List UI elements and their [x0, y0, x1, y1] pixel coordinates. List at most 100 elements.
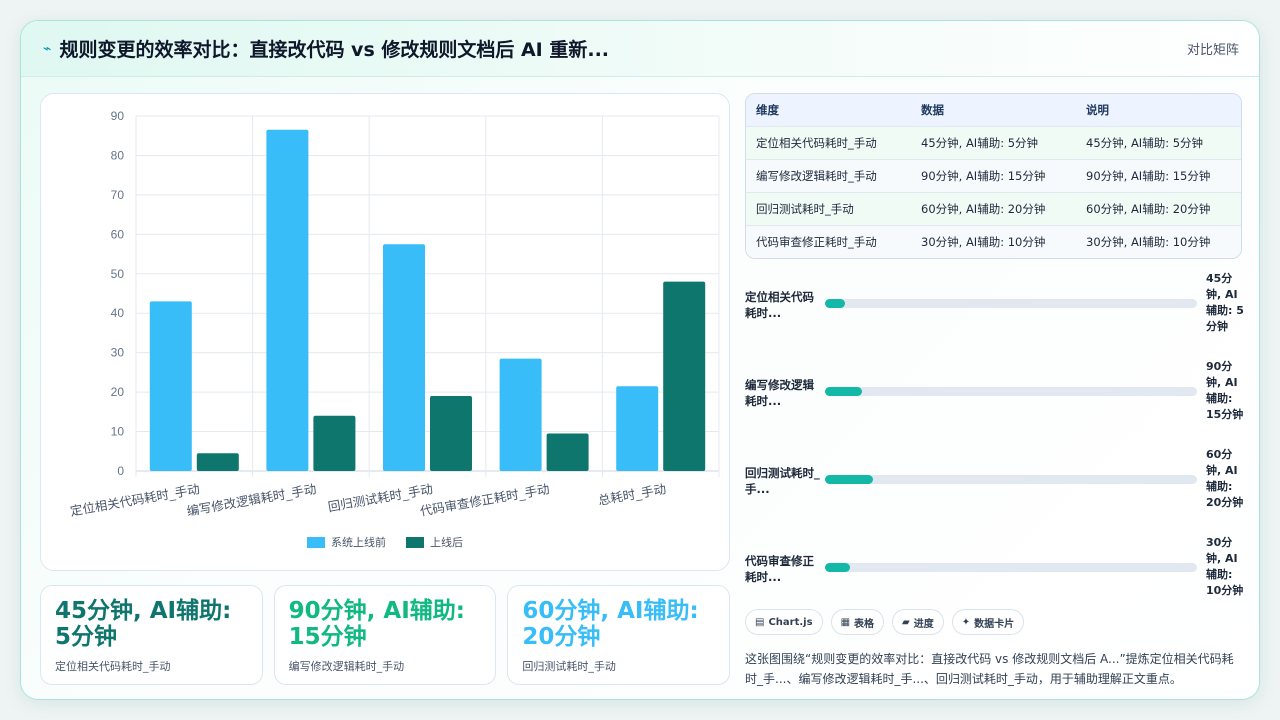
progress-label: 定位相关代码耗时...	[745, 290, 814, 320]
data-table: 维度 数据 说明 定位相关代码耗时_手动 45分钟, AI辅助: 5分钟 45分钟,…	[745, 93, 1242, 259]
stat-value: 45分钟, AI辅助: 5分钟	[55, 598, 232, 650]
content-area: 0 10 20 30 40 50 60 70 80 90 定位相关代码耗时_手动 编写修改逻辑耗时_手…	[21, 77, 1259, 699]
page-title: 规则变更的效率对比：直接改代码 vs 修改规则文档后 AI 重新...	[59, 39, 610, 61]
header: ⌁ 规则变更的效率对比：直接改代码 vs 修改规则文档后 AI 重新... 对比…	[21, 21, 1259, 77]
table-cell: 60分钟, AI辅助: 20分钟	[911, 191, 1076, 225]
legend-swatch	[307, 536, 325, 548]
chip-label: Chart.js	[768, 616, 813, 628]
bar	[616, 386, 659, 471]
chip-icon: ▰	[902, 616, 910, 628]
bar	[663, 281, 706, 471]
stat-card: 90分钟, AI辅助: 15分钟编写修改逻辑耗时_手动	[273, 585, 497, 685]
bar	[266, 129, 309, 472]
progress-track	[825, 387, 1197, 396]
y-tick-label: 0	[117, 464, 124, 478]
legend-label: 系统上线前	[331, 536, 386, 549]
progress-track	[825, 563, 1197, 572]
stat-value: 90分钟, AI辅助: 15分钟	[288, 598, 465, 650]
progress-fill	[825, 299, 846, 308]
legend-item[interactable]: 上线后	[406, 534, 463, 550]
chip-icon: ▤	[755, 616, 765, 628]
description-text: 这张图围绕“规则变更的效率对比：直接改代码 vs 修改规则文档后 A...”提炼…	[745, 652, 1234, 686]
chip-label: 进度	[913, 618, 934, 630]
bar	[430, 396, 472, 471]
stat-label: 编写修改逻辑耗时_手动	[288, 660, 405, 673]
x-tick-label: 定位相关代码耗时_手动	[69, 481, 201, 519]
progress-row: 回归测试耗时_手... 60分钟, AI辅助: 20分钟	[745, 448, 1243, 531]
stat-value: 60分钟, AI辅助: 20分钟	[522, 598, 699, 650]
x-tick-label: 代码审查修正耗时_手动	[419, 481, 551, 519]
table-cell: 30分钟, AI辅助: 10分钟	[1076, 224, 1241, 258]
chip-label: 表格	[854, 618, 875, 630]
progress-row: 定位相关代码耗时... 45分钟, AI辅助: 5分钟	[745, 272, 1244, 355]
table-header-cell: 维度	[746, 94, 911, 126]
bar-chart: 0 10 20 30 40 50 60 70 80 90 定位相关代码耗时_手动 编写修改逻辑耗时_手…	[40, 93, 730, 571]
progress-label: 代码审查修正耗时...	[745, 554, 814, 584]
stat-label: 回归测试耗时_手动	[522, 660, 616, 673]
stat-label: 定位相关代码耗时_手动	[55, 660, 171, 673]
bar	[383, 244, 425, 471]
chip-1[interactable]: ▦ 表格	[830, 609, 885, 635]
table-row: 定位相关代码耗时_手动 45分钟, AI辅助: 5分钟 45分钟, AI辅助: 5分…	[746, 125, 1241, 159]
chart-legend: 系统上线前 上线后	[41, 534, 729, 550]
progress-value: 60分钟, AI辅助: 20分钟	[1206, 448, 1244, 509]
progress-value: 30分钟, AI辅助: 10分钟	[1206, 536, 1244, 597]
table-cell: 45分钟, AI辅助: 5分钟	[911, 125, 1076, 159]
table-cell: 90分钟, AI辅助: 15分钟	[1076, 158, 1241, 192]
legend-item[interactable]: 系统上线前	[307, 534, 386, 550]
table-cell: 定位相关代码耗时_手动	[746, 125, 911, 159]
main-card: ⌁ 规则变更的效率对比：直接改代码 vs 修改规则文档后 AI 重新... 对比…	[20, 20, 1260, 700]
y-tick-label: 30	[111, 346, 125, 360]
progress-track	[825, 475, 1197, 484]
table-cell: 回归测试耗时_手动	[746, 191, 911, 225]
legend-label: 上线后	[430, 536, 463, 549]
progress-value: 45分钟, AI辅助: 5分钟	[1206, 272, 1244, 333]
y-tick-label: 60	[111, 227, 125, 241]
bar	[546, 433, 589, 471]
table-header-cell: 数据	[911, 94, 1076, 126]
lightning-icon: ⌁	[43, 40, 52, 57]
table-cell: 编写修改逻辑耗时_手动	[746, 158, 911, 192]
progress-label: 回归测试耗时_手...	[745, 466, 820, 496]
progress-fill	[825, 563, 850, 572]
chip-icon: ▦	[840, 616, 851, 628]
stat-card: 45分钟, AI辅助: 5分钟定位相关代码耗时_手动	[40, 585, 263, 685]
stat-card: 60分钟, AI辅助: 20分钟回归测试耗时_手动	[507, 585, 731, 685]
chip-label: 数据卡片	[974, 618, 1015, 630]
progress-track	[825, 299, 1197, 308]
x-tick-label: 总耗时_手动	[597, 481, 667, 508]
legend-swatch	[406, 536, 424, 548]
table-cell: 60分钟, AI辅助: 20分钟	[1076, 191, 1241, 225]
table-cell: 代码审查修正耗时_手动	[746, 224, 911, 258]
chip-icon: ✦	[961, 616, 971, 628]
table-row: 回归测试耗时_手动 60分钟, AI辅助: 20分钟 60分钟, AI辅助: 20分…	[746, 191, 1241, 225]
y-tick-label: 20	[111, 385, 125, 399]
table-cell: 90分钟, AI辅助: 15分钟	[911, 158, 1076, 192]
progress-fill	[825, 387, 863, 396]
progress-value: 90分钟, AI辅助: 15分钟	[1206, 360, 1244, 421]
bar-chart-svg: 0 10 20 30 40 50 60 70 80 90 定位相关代码耗时_手动编写修改逻辑耗时_手…	[69, 109, 720, 519]
table-cell: 45分钟, AI辅助: 5分钟	[1076, 125, 1241, 159]
chip-2[interactable]: ▰ 进度	[892, 609, 944, 635]
x-tick-label: 回归测试耗时_手动	[327, 481, 434, 514]
progress-row: 编写修改逻辑耗时... 90分钟, AI辅助: 15分钟	[745, 360, 1243, 443]
chip-0[interactable]: ▤ Chart.js	[745, 609, 823, 635]
bar	[313, 415, 356, 471]
table-cell: 30分钟, AI辅助: 10分钟	[911, 224, 1076, 258]
progress-fill	[825, 475, 874, 484]
bar	[196, 453, 239, 471]
chip-3[interactable]: ✦ 数据卡片	[951, 609, 1025, 635]
y-tick-label: 50	[111, 267, 125, 281]
y-tick-label: 90	[111, 109, 125, 123]
table-row: 编写修改逻辑耗时_手动 90分钟, AI辅助: 15分钟 90分钟, AI辅助: 1…	[746, 158, 1241, 192]
chip-row: ▤ Chart.js ▦ 表格 ▰ 进度 ✦ 数据卡片	[745, 609, 1025, 635]
table-header-cell: 说明	[1076, 94, 1241, 126]
stat-cards: 45分钟, AI辅助: 5分钟 定位相关代码耗时_手动 90分钟, AI辅助: 15…	[40, 585, 731, 685]
y-tick-label: 80	[111, 148, 125, 162]
view-tag[interactable]: 对比矩阵	[1186, 43, 1239, 58]
progress-label: 编写修改逻辑耗时...	[745, 378, 814, 408]
bar	[149, 301, 192, 471]
progress-row: 代码审查修正耗时... 30分钟, AI辅助: 10分钟	[745, 536, 1243, 619]
bar	[499, 358, 542, 471]
x-tick-label: 编写修改逻辑耗时_手动	[186, 481, 318, 519]
